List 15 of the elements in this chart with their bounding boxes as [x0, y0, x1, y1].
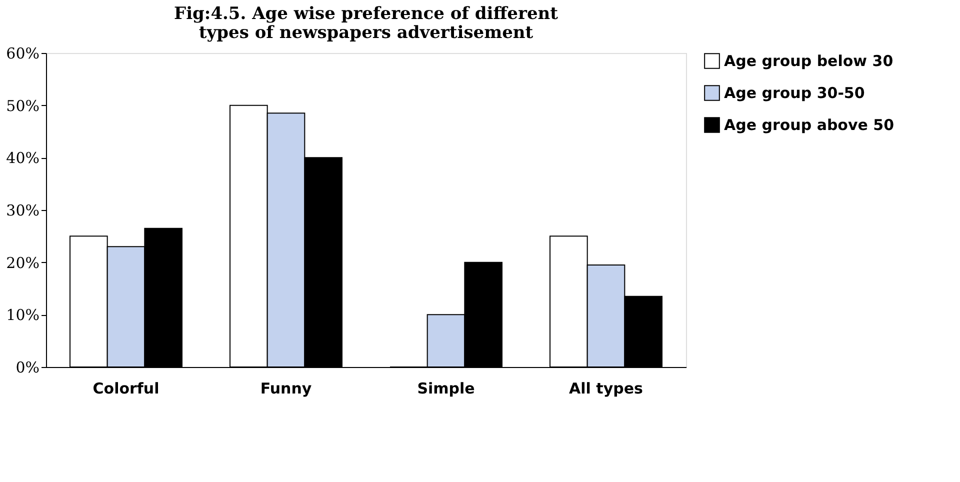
chart-title: Fig:4.5. Age wise preference of different types of newspapers advertisement	[174, 4, 558, 43]
y-tick-label: 10%	[6, 306, 40, 324]
y-tick-label: 40%	[6, 149, 40, 168]
legend-label: Age group below 30	[724, 52, 894, 70]
legend-label: Age group 30-50	[724, 84, 865, 102]
x-tick-label: All types	[569, 380, 644, 398]
x-tick-label: Funny	[260, 380, 312, 398]
y-tick-label: 30%	[6, 202, 40, 220]
y-tick-label: 50%	[6, 96, 40, 115]
x-tick-label: Simple	[417, 380, 475, 398]
y-tick-label: 60%	[6, 44, 40, 62]
y-tick-label: 20%	[6, 254, 40, 272]
y-tick-label: 0%	[16, 358, 40, 376]
x-tick-label: Colorful	[92, 380, 160, 398]
legend-label: Age group above 50	[724, 116, 894, 134]
